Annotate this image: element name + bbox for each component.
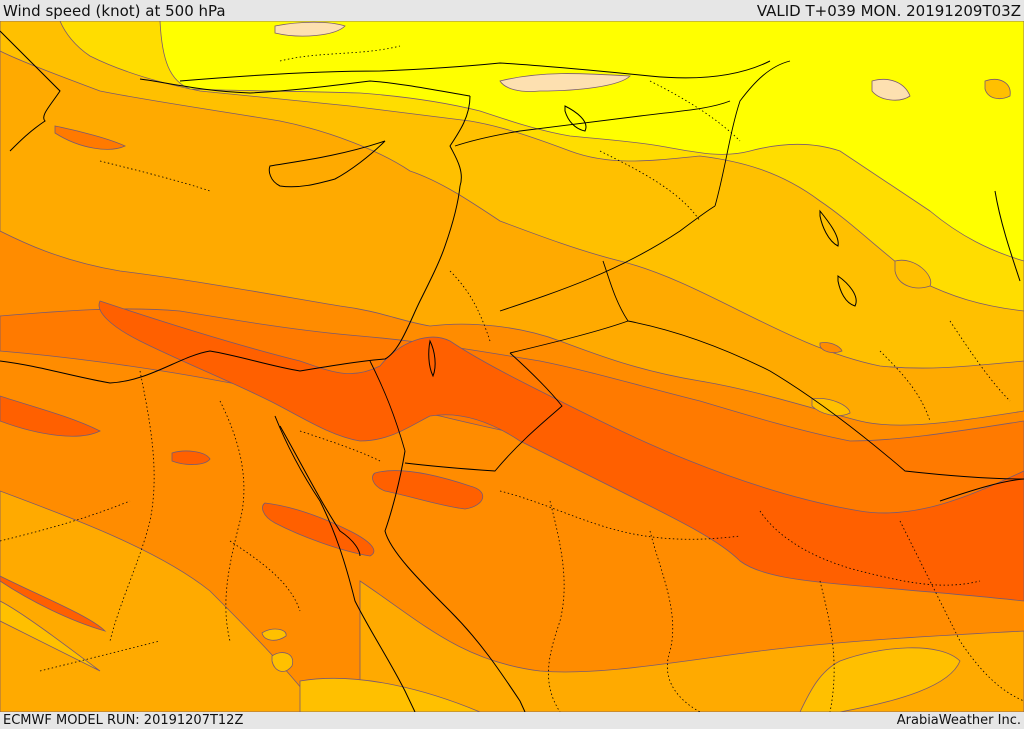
header-bar: Wind speed (knot) at 500 hPa VALID T+039…	[0, 0, 1024, 21]
wind-speed-map[interactable]	[0, 21, 1024, 712]
band-peach-1	[274, 21, 346, 37]
band-red-orange-patch-2	[372, 470, 483, 510]
band-peach-4	[984, 79, 1011, 100]
lake-sevan	[837, 275, 857, 307]
lake-urmia	[819, 209, 839, 247]
iraq-border-east	[714, 60, 791, 207]
band-red-orange-patch-3	[262, 502, 375, 557]
nile-and-red-sea-west	[274, 415, 416, 712]
band-red-orange-jet	[98, 300, 1024, 602]
coastlines	[0, 30, 1024, 712]
cyprus	[268, 140, 386, 188]
mediterranean-coast-south	[0, 185, 461, 384]
political-borders	[369, 60, 1024, 480]
red-sea-east	[384, 450, 526, 712]
band-orange-light-patch-2	[819, 342, 843, 354]
egypt-israel-border	[369, 360, 406, 452]
jordan-iraq-border	[602, 260, 629, 322]
map-title: Wind speed (knot) at 500 hPa	[3, 2, 226, 20]
anatolia-coast-south	[139, 78, 471, 97]
band-red-orange-patch-1	[171, 450, 211, 465]
footer-bar: ECMWF MODEL RUN: 20191207T12Z ArabiaWeat…	[0, 712, 1024, 729]
model-run: ECMWF MODEL RUN: 20191207T12Z	[3, 713, 244, 728]
saudi-jordan-lower	[404, 352, 563, 472]
valid-time: VALID T+039 MON. 20191209T03Z	[756, 2, 1021, 20]
band-orange-light-patch-east	[811, 398, 851, 416]
anatolia-border	[454, 100, 731, 147]
band-red-southwest	[0, 575, 107, 632]
band-peach-2	[499, 73, 631, 92]
band-amber-patch-south-2	[271, 652, 294, 672]
caspian-edge	[994, 190, 1021, 282]
lake-van	[564, 105, 587, 132]
persian-gulf-shore	[939, 478, 1024, 502]
gulf-suez	[279, 425, 361, 557]
syria-iraq-border	[499, 205, 716, 312]
band-amber-south	[299, 678, 481, 712]
aegean-coast	[0, 30, 61, 152]
band-peach-3	[871, 79, 911, 101]
map-canvas	[0, 21, 1024, 712]
internal-borders	[0, 45, 1024, 712]
band-amber-patch-east	[894, 259, 932, 289]
black-sea-shore	[179, 60, 771, 82]
band-amber-patch-south	[261, 628, 287, 641]
credit: ArabiaWeather Inc.	[896, 713, 1021, 728]
band-amber-southeast	[799, 647, 961, 712]
band-red-orange-nw	[54, 125, 126, 150]
dead-sea	[428, 339, 436, 378]
jordan-saudi-border	[509, 320, 629, 354]
levant-coast	[449, 95, 471, 187]
saudi-iraq-border	[627, 320, 1024, 480]
band-red-orange-w	[0, 395, 101, 437]
